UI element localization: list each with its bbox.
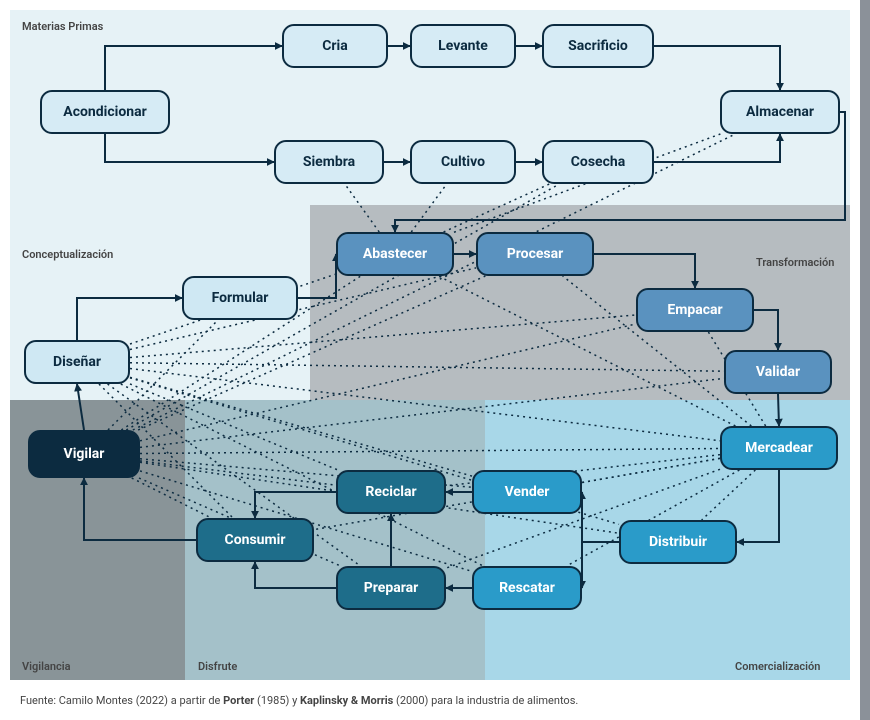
node-distribuir: Distribuir <box>619 520 737 564</box>
node-vigilar: Vigilar <box>28 430 140 478</box>
node-siembra: Siembra <box>274 140 384 184</box>
node-procesar: Procesar <box>476 232 594 276</box>
region-label-materias: Materias Primas <box>22 20 103 33</box>
caption-suffix: (2000) para la industria de alimentos. <box>393 694 578 707</box>
node-sacrif: Sacrificio <box>542 24 654 68</box>
caption-mid1: (1985) y <box>254 694 300 707</box>
node-reciclar: Reciclar <box>336 470 446 514</box>
node-almacenar: Almacenar <box>720 90 840 134</box>
caption-bold1: Porter <box>223 694 254 707</box>
node-mercadear: Mercadear <box>720 426 838 470</box>
region-label-vigilancia: Vigilancia <box>22 660 71 673</box>
node-cultivo: Cultivo <box>410 140 516 184</box>
node-rescatar: Rescatar <box>472 566 582 610</box>
node-validar: Validar <box>724 350 832 394</box>
right-gutter <box>860 0 870 720</box>
node-vender: Vender <box>472 470 582 514</box>
node-cria: Cria <box>282 24 388 68</box>
node-consumir: Consumir <box>196 518 314 562</box>
caption-bold2: Kaplinsky & Morris <box>300 694 393 707</box>
region-label-transform: Transformación <box>756 256 834 269</box>
node-abastecer: Abastecer <box>336 232 454 276</box>
region-label-disfrute: Disfrute <box>198 660 237 673</box>
node-empacar: Empacar <box>636 288 754 332</box>
node-disenar: Diseñar <box>24 340 130 384</box>
node-levante: Levante <box>410 24 516 68</box>
diagram-canvas: Materias Primas Conceptualización Transfor… <box>0 0 870 720</box>
region-label-comercial: Comercialización <box>735 660 820 673</box>
node-formular: Formular <box>182 276 298 320</box>
node-acond: Acondicionar <box>40 90 170 134</box>
region-label-concept: Conceptualización <box>22 248 113 261</box>
source-caption: Fuente: Camilo Montes (2022) a partir de… <box>20 694 578 707</box>
node-preparar: Preparar <box>336 566 446 610</box>
caption-prefix: Fuente: Camilo Montes (2022) a partir de <box>20 694 223 707</box>
node-cosecha: Cosecha <box>542 140 654 184</box>
